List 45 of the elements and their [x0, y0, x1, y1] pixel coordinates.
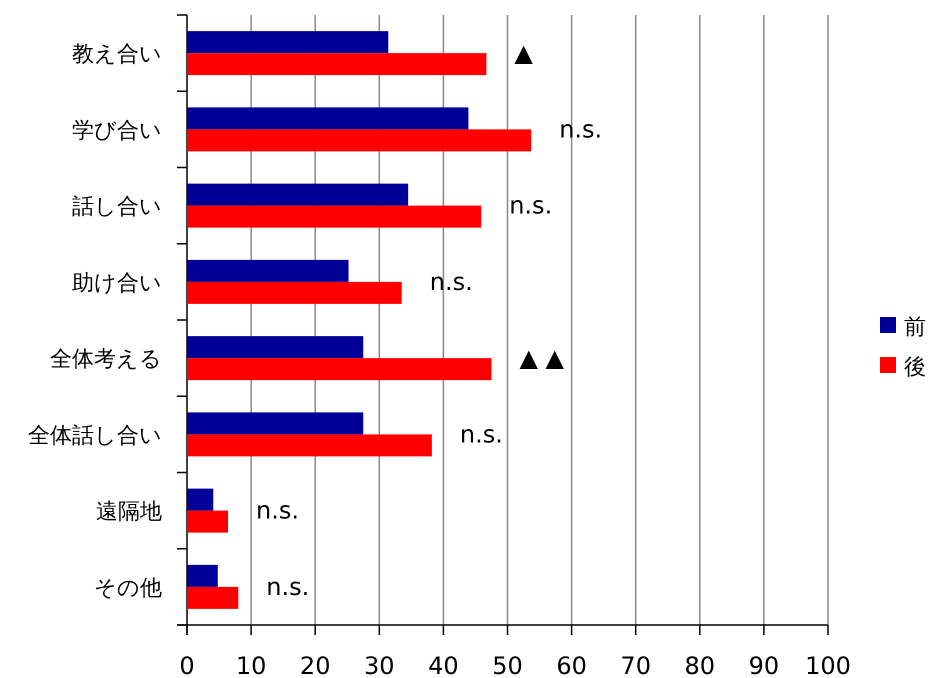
- x-tick-label: 20: [300, 652, 330, 678]
- annotation: n.s.: [256, 496, 300, 525]
- y-tick-label: 遠隔地: [96, 500, 162, 525]
- y-tick-label: 教え合い: [72, 42, 162, 68]
- x-tick-label: 0: [179, 652, 195, 678]
- x-tick-label: 10: [236, 652, 266, 678]
- annotation: n.s.: [559, 115, 602, 144]
- bar: [187, 184, 408, 206]
- bar: [187, 412, 364, 434]
- bar: [187, 129, 532, 152]
- x-tick-label: 100: [805, 652, 851, 678]
- legend-label: 前: [904, 315, 926, 340]
- x-tick-label: 60: [556, 652, 587, 678]
- x-tick-label: 70: [620, 652, 651, 678]
- y-tick-label: 助け合い: [72, 270, 162, 296]
- annotation: n.s.: [266, 572, 310, 601]
- y-tick-label: 全体話し合い: [28, 423, 162, 448]
- bar: [187, 358, 492, 380]
- bar: [187, 434, 432, 456]
- bar: [187, 336, 364, 358]
- x-tick-label: 80: [684, 652, 716, 678]
- bar: [187, 586, 238, 609]
- bar: [187, 107, 468, 130]
- annotation: n.s.: [509, 192, 552, 220]
- annotation: ▲: [514, 39, 534, 68]
- x-tick-label: 90: [748, 652, 780, 678]
- y-tick-label: 話し合い: [72, 194, 162, 220]
- bar: [187, 510, 228, 533]
- bar: [187, 260, 349, 282]
- bar: [187, 564, 218, 587]
- x-tick-label: 40: [428, 652, 459, 678]
- bar: [187, 206, 482, 228]
- bar: [187, 282, 402, 304]
- y-tick-label: その他: [94, 576, 162, 601]
- y-tick-label: 全体考える: [50, 347, 162, 372]
- y-tick-label: 学び合い: [72, 118, 162, 144]
- bar: [187, 488, 214, 511]
- annotation: ▲ ▲: [519, 344, 565, 372]
- x-tick-label: 50: [492, 652, 523, 678]
- bar: [187, 31, 388, 54]
- legend-label: 後: [904, 355, 926, 380]
- bar: [187, 53, 486, 76]
- x-tick-label: 30: [364, 652, 395, 678]
- annotation: n.s.: [430, 268, 473, 296]
- annotation: n.s.: [460, 420, 503, 448]
